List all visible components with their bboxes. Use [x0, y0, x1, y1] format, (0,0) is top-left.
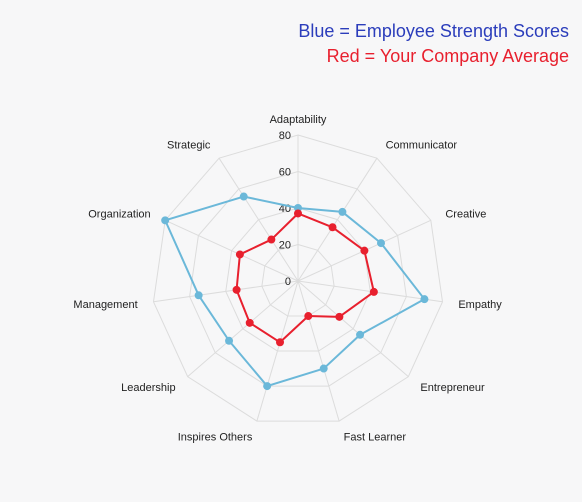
axis-label: Creative: [445, 209, 486, 221]
axis-label: Entrepreneur: [420, 382, 485, 394]
axis-label: Organization: [88, 209, 150, 221]
axis-label: Leadership: [121, 382, 175, 394]
series-point-1: [360, 246, 369, 255]
grid-ring-40: [225, 207, 371, 352]
axis-label: Adaptability: [270, 114, 327, 126]
series-point-0: [377, 239, 386, 248]
series-point-1: [267, 235, 276, 244]
grid-spoke: [297, 157, 378, 282]
grid-ring-80: [152, 134, 444, 422]
axis-label: Inspires Others: [178, 431, 253, 443]
series-point-1: [294, 209, 302, 218]
series-point-1: [335, 312, 344, 321]
series-point-0: [294, 204, 302, 212]
series-point-1: [328, 223, 337, 232]
series-point-0: [420, 295, 429, 304]
series-point-1: [235, 250, 244, 259]
tick-label: 60: [279, 167, 291, 179]
tick-label: 0: [285, 276, 291, 288]
series-line-1: [235, 212, 375, 344]
grid-ring-60: [189, 170, 407, 387]
grid-spoke: [256, 280, 299, 422]
grid-spoke: [187, 280, 299, 377]
series-point-1: [232, 285, 241, 294]
axis-label: Communicator: [386, 140, 458, 152]
grid-spoke: [297, 280, 340, 422]
series-point-0: [161, 216, 170, 225]
series-point-0: [194, 291, 203, 300]
grid-ring-20: [261, 243, 335, 317]
tick-label: 80: [279, 130, 291, 142]
axis-label: Management: [73, 299, 137, 311]
series-point-0: [225, 336, 234, 345]
series-line-0: [164, 195, 426, 388]
series-point-0: [338, 207, 347, 216]
series-point-0: [239, 192, 248, 201]
grid-spoke: [164, 219, 299, 282]
series-point-0: [356, 330, 365, 339]
grid-spoke: [153, 280, 299, 303]
legend-employee-strength: Blue = Employee Strength Scores: [298, 21, 569, 41]
grid-spoke: [297, 280, 409, 377]
axis-label: Fast Learner: [344, 431, 407, 443]
series-point-1: [369, 287, 378, 296]
series-point-1: [304, 312, 313, 321]
tick-label: 20: [279, 240, 291, 252]
series-point-1: [276, 338, 285, 347]
series-point-1: [245, 318, 254, 327]
series-point-0: [319, 364, 328, 373]
axis-label: Strategic: [167, 140, 211, 152]
legend-company-average: Red = Your Company Average: [326, 46, 569, 66]
axis-label: Empathy: [458, 299, 502, 311]
grid-spoke: [218, 157, 299, 282]
series-point-0: [263, 382, 272, 391]
